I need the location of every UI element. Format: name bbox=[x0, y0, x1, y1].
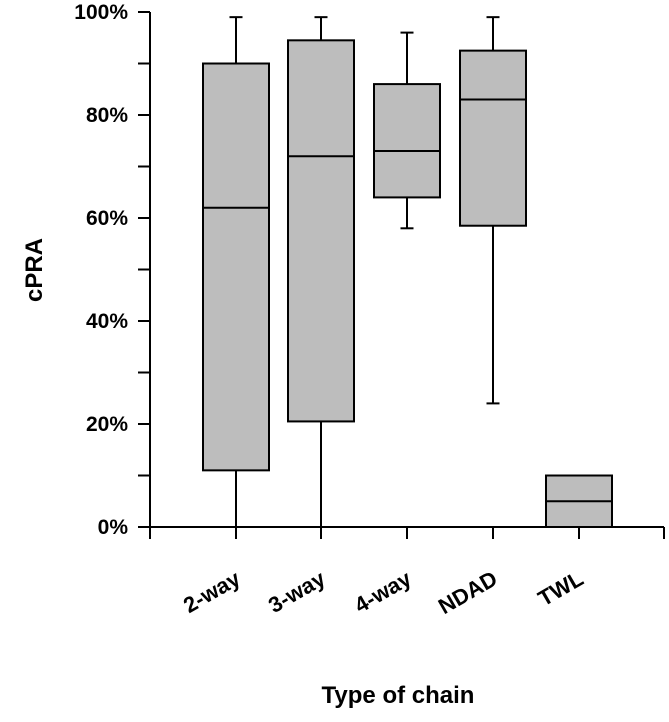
x-category-label: NDAD bbox=[434, 566, 502, 619]
x-axis-title: Type of chain bbox=[322, 682, 475, 709]
box-ndad bbox=[459, 16, 527, 405]
iqr-box bbox=[202, 62, 270, 472]
x-axis: 2-way 3-way 4-way NDAD TWL bbox=[149, 526, 665, 619]
y-tick-label: 40% bbox=[86, 310, 128, 333]
box-3-way bbox=[287, 16, 355, 527]
y-axis: 0% 20% 40% 60% 80% 100% bbox=[74, 1, 151, 539]
y-tick-label: 0% bbox=[98, 516, 129, 539]
y-tick-label: 80% bbox=[86, 104, 128, 127]
x-category-label: TWL bbox=[534, 566, 588, 611]
y-axis-title: cPRA bbox=[21, 238, 48, 302]
x-category-label: 2-way bbox=[179, 565, 245, 618]
y-tick-label: 100% bbox=[74, 1, 128, 24]
x-category-label: 4-way bbox=[350, 565, 416, 618]
boxes bbox=[202, 16, 613, 528]
y-tick-label: 60% bbox=[86, 207, 128, 230]
iqr-box bbox=[459, 49, 527, 227]
box-2-way bbox=[202, 16, 270, 527]
box-twl bbox=[545, 474, 613, 528]
x-category-label: 3-way bbox=[264, 565, 330, 618]
iqr-box bbox=[287, 39, 355, 423]
box-4-way bbox=[373, 31, 441, 230]
iqr-box bbox=[373, 83, 441, 199]
y-tick-label: 20% bbox=[86, 413, 128, 436]
